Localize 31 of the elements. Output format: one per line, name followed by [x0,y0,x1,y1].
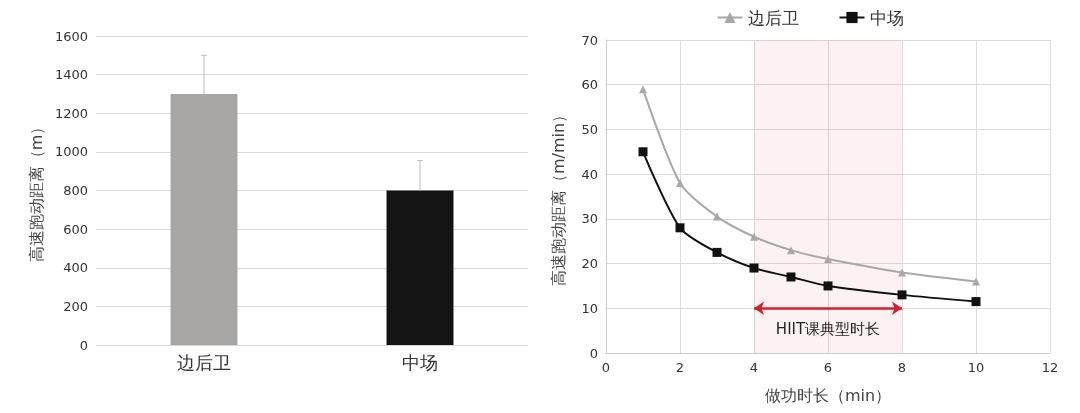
y-tick-label: 70 [581,32,598,48]
y-tick-label: 1200 [54,105,88,121]
x-tick-label: 中场 [402,351,438,373]
y-tick-label: 40 [581,166,598,182]
y-axis-title: 高速跑动距离（m/min） [548,106,568,287]
y-tick-label: 800 [63,183,88,198]
y-tick-label: 50 [581,121,598,137]
x-tick-label: 10 [967,360,985,375]
x-tick-label: 边后卫 [177,351,231,373]
band-label: HIIT课典型时长 [775,319,881,338]
x-axis-title: 做功时长（min） [764,385,892,405]
x-tick-label: 12 [1041,360,1059,375]
y-tick-label: 20 [581,256,598,272]
x-tick-label: 0 [601,360,611,375]
y-tick-label: 1400 [54,67,88,83]
x-tick-label: 2 [675,360,685,375]
x-tick-label: 8 [897,360,907,375]
x-tick-label: 4 [749,360,759,375]
y-tick-label: 60 [581,77,598,93]
y-tick-label: 10 [581,300,598,316]
legend-label: 中场 [869,7,904,28]
y-tick-label: 200 [63,298,88,314]
x-tick-label: 6 [823,360,833,375]
y-axis-title: 高速跑动距离（m） [26,118,46,263]
y-tick-label: 1000 [54,144,88,160]
y-tick-label: 30 [581,211,598,227]
y-tick-label: 400 [63,260,88,276]
legend-label: 边后卫 [747,7,799,28]
y-tick-label: 600 [63,221,88,237]
y-tick-label: 1600 [54,28,88,44]
y-tick-label: 0 [79,337,88,353]
